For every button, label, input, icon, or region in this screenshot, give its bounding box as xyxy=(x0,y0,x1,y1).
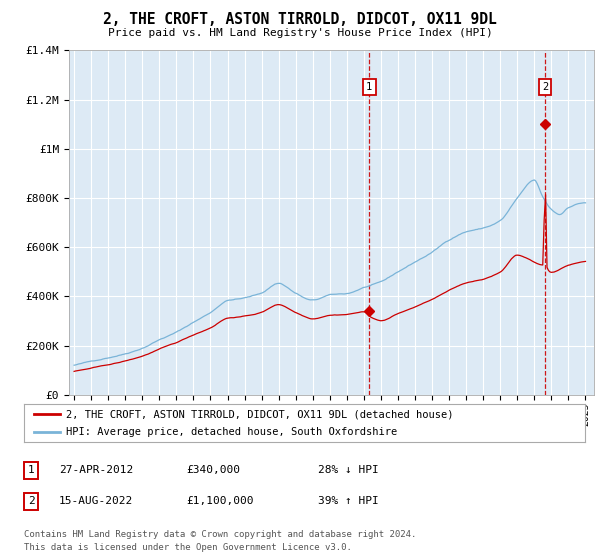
Text: £340,000: £340,000 xyxy=(186,465,240,475)
Text: 2, THE CROFT, ASTON TIRROLD, DIDCOT, OX11 9DL (detached house): 2, THE CROFT, ASTON TIRROLD, DIDCOT, OX1… xyxy=(66,409,454,419)
Text: 27-APR-2012: 27-APR-2012 xyxy=(59,465,133,475)
Text: 28% ↓ HPI: 28% ↓ HPI xyxy=(318,465,379,475)
Text: 1: 1 xyxy=(28,465,35,475)
Text: 2: 2 xyxy=(542,82,548,92)
Text: 39% ↑ HPI: 39% ↑ HPI xyxy=(318,496,379,506)
Text: £1,100,000: £1,100,000 xyxy=(186,496,254,506)
Text: HPI: Average price, detached house, South Oxfordshire: HPI: Average price, detached house, Sout… xyxy=(66,427,397,437)
Text: 15-AUG-2022: 15-AUG-2022 xyxy=(59,496,133,506)
Text: 2, THE CROFT, ASTON TIRROLD, DIDCOT, OX11 9DL: 2, THE CROFT, ASTON TIRROLD, DIDCOT, OX1… xyxy=(103,12,497,27)
Text: Price paid vs. HM Land Registry's House Price Index (HPI): Price paid vs. HM Land Registry's House … xyxy=(107,28,493,38)
Text: 2: 2 xyxy=(28,496,35,506)
Text: This data is licensed under the Open Government Licence v3.0.: This data is licensed under the Open Gov… xyxy=(24,543,352,552)
Text: 1: 1 xyxy=(366,82,373,92)
Text: Contains HM Land Registry data © Crown copyright and database right 2024.: Contains HM Land Registry data © Crown c… xyxy=(24,530,416,539)
